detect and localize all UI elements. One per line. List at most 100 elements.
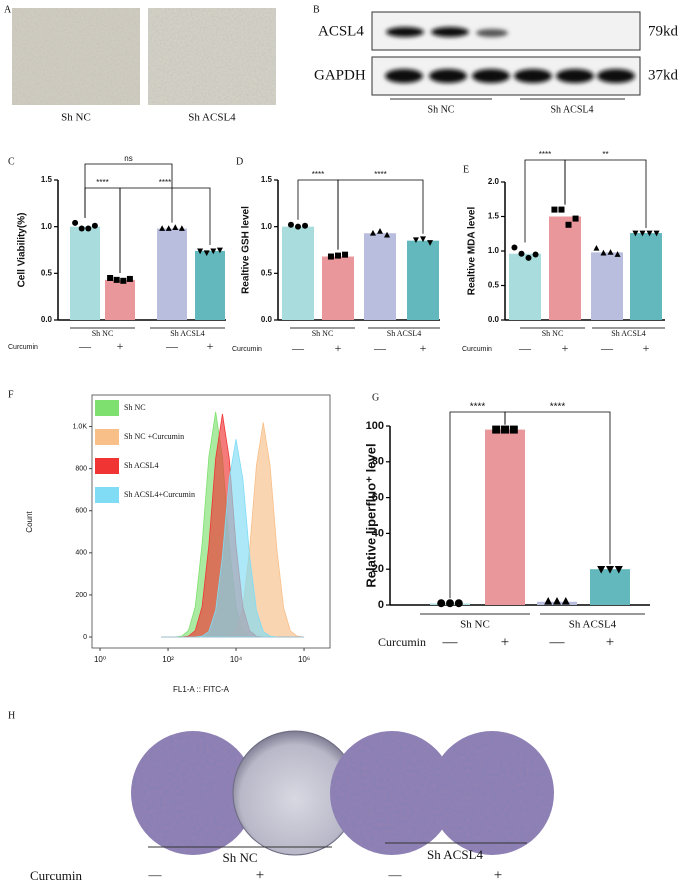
point xyxy=(420,236,426,243)
band xyxy=(431,27,469,37)
point xyxy=(544,597,553,605)
treatment-label: Curcumin xyxy=(8,344,38,351)
legend-label: Sh NC xyxy=(124,403,146,412)
treatment-label: Curcumin xyxy=(378,635,426,649)
treatment: — xyxy=(148,867,163,882)
band xyxy=(556,69,594,83)
point xyxy=(646,230,653,237)
treatment: + xyxy=(501,634,509,650)
point xyxy=(210,248,217,255)
band xyxy=(385,69,423,83)
point xyxy=(614,251,621,257)
panel-letter: D xyxy=(236,156,243,167)
legend-label: Sh ACSL4+Curcumin xyxy=(124,490,195,499)
point xyxy=(126,275,133,282)
panel-letter: H xyxy=(8,710,15,721)
point xyxy=(597,566,606,574)
significance-bracket xyxy=(504,411,611,565)
y-tick-label: 1.0 xyxy=(41,222,53,231)
group-label: Sh ACSL4 xyxy=(427,847,483,862)
y-tick-label: 1.0K xyxy=(73,423,88,430)
point xyxy=(551,206,558,213)
y-axis-label: Realtive MDA level xyxy=(467,207,478,296)
x-tick-label: 10² xyxy=(162,655,174,664)
panel-letter: G xyxy=(372,392,379,403)
panel-letter: F xyxy=(8,389,14,400)
bar xyxy=(322,256,354,320)
bar xyxy=(591,252,623,320)
band xyxy=(476,29,508,37)
treatment: + xyxy=(643,341,650,355)
y-tick-label: 0 xyxy=(378,599,384,611)
point xyxy=(518,250,525,257)
bar xyxy=(630,233,662,320)
y-tick-label: 200 xyxy=(75,592,87,599)
treatment: — xyxy=(549,634,566,650)
panel-letter: C xyxy=(8,156,15,167)
point xyxy=(203,250,210,257)
band xyxy=(597,69,635,83)
point xyxy=(607,249,614,255)
point xyxy=(600,249,607,256)
treatment: — xyxy=(388,867,403,882)
band xyxy=(472,69,510,83)
treatment: + xyxy=(420,341,427,355)
point xyxy=(72,219,79,226)
group-label: Sh NC xyxy=(460,619,490,631)
bar xyxy=(509,253,541,320)
band xyxy=(514,69,552,83)
group-label: Sh ACSL4 xyxy=(550,104,593,115)
point xyxy=(342,251,349,258)
legend-label: Sh NC +Curcumin xyxy=(124,432,184,441)
point xyxy=(572,215,579,222)
x-tick-label: 10⁶ xyxy=(298,655,310,664)
size-label: 79kd xyxy=(648,23,679,39)
treatment: — xyxy=(600,341,614,355)
treatment: — xyxy=(291,341,305,355)
point xyxy=(525,254,532,261)
y-tick-label: 800 xyxy=(75,465,87,472)
micrograph xyxy=(148,8,276,105)
point xyxy=(216,247,223,254)
y-tick-label: 40 xyxy=(372,527,384,539)
point xyxy=(165,225,172,231)
treatment-label: Curcumin xyxy=(462,346,492,353)
significance-label: **** xyxy=(312,170,324,179)
point xyxy=(446,599,454,608)
treatment-label: Curcumin xyxy=(232,346,262,353)
point xyxy=(427,240,434,246)
y-tick-label: 1.0 xyxy=(261,222,273,231)
group-label: Sh NC xyxy=(222,850,257,865)
point xyxy=(384,231,391,238)
blot-label: ACSL4 xyxy=(318,23,364,39)
point xyxy=(553,597,561,605)
treatment: + xyxy=(256,867,264,883)
point xyxy=(295,223,301,230)
legend-swatch xyxy=(95,458,119,474)
bands xyxy=(385,27,635,83)
y-tick-label: 1.0 xyxy=(488,246,500,255)
point xyxy=(492,425,501,434)
blot-label: GAPDH xyxy=(314,67,366,83)
significance-bracket xyxy=(337,179,424,250)
micrograph xyxy=(12,8,140,105)
treatment: — xyxy=(78,339,92,353)
treatment-label: Curcumin xyxy=(30,868,82,883)
point xyxy=(593,244,600,251)
group-label: Sh ACSL4 xyxy=(387,329,421,338)
point xyxy=(565,221,572,228)
y-tick-label: 2.0 xyxy=(488,177,500,186)
point xyxy=(561,597,570,605)
group-label: Sh NC xyxy=(312,329,334,338)
y-tick-label: 0.0 xyxy=(488,315,500,324)
point xyxy=(501,425,509,434)
point xyxy=(639,230,646,237)
y-tick-label: 60 xyxy=(372,492,384,504)
bar xyxy=(70,226,100,320)
legend-swatch xyxy=(95,487,119,503)
point xyxy=(287,221,294,228)
dish xyxy=(330,731,454,855)
y-tick-label: 1.5 xyxy=(41,175,53,184)
point xyxy=(377,228,383,234)
